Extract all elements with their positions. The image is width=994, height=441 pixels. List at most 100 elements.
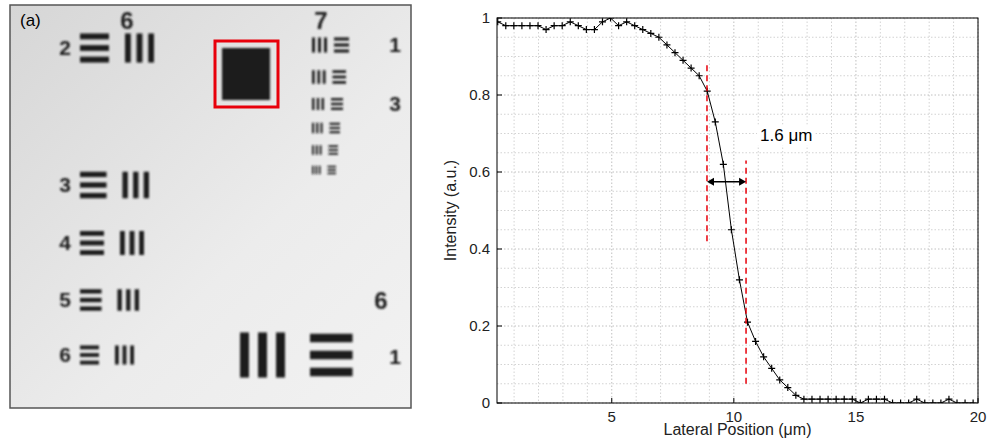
minor-grid-line: [562, 18, 563, 403]
plot-frame: [497, 18, 978, 403]
target-bar: [334, 38, 349, 41]
minor-grid-line: [497, 229, 978, 230]
minor-grid-line: [636, 18, 637, 403]
element-label: 4: [59, 231, 71, 254]
target-bar: [329, 149, 339, 151]
target-bar: [310, 351, 353, 360]
data-point: [497, 18, 501, 25]
target-bar: [130, 231, 135, 255]
target-bar: [331, 108, 343, 110]
target-bar: [133, 172, 138, 199]
target-bar: [80, 250, 104, 255]
x-axis-title: Lateral Position (μm): [664, 421, 812, 438]
target-bar: [330, 131, 341, 133]
data-point: [929, 400, 936, 404]
target-bar: [315, 166, 317, 175]
target-bar: [80, 231, 104, 236]
target-bar: [333, 70, 347, 73]
minor-grid-line: [497, 133, 978, 134]
grid-line: [497, 95, 978, 96]
arrow-head: [707, 178, 714, 186]
minor-grid-line: [497, 364, 978, 365]
data-point: [680, 57, 687, 64]
target-bar: [320, 123, 322, 134]
target-bar: [330, 127, 341, 129]
data-point: [510, 22, 517, 29]
group-label: 6: [374, 287, 387, 314]
grid-line: [733, 18, 734, 403]
data-point: [792, 392, 799, 399]
data-group: [497, 18, 977, 403]
element-label: 3: [59, 173, 71, 196]
data-point: [623, 18, 630, 25]
tick: [497, 249, 502, 250]
guide-line: [706, 64, 708, 241]
element-label: 1: [389, 345, 401, 368]
target-bars: [80, 34, 353, 378]
target-bar: [329, 153, 339, 155]
element-label: 2: [59, 36, 71, 59]
grid-line: [497, 326, 978, 327]
target-bar: [333, 76, 347, 79]
chart: 510152000.20.40.60.81Lateral Position (μ…: [442, 9, 986, 438]
target-bar: [276, 333, 285, 378]
target-bar: [130, 346, 134, 365]
data-point: [647, 30, 654, 37]
data-point: [583, 26, 590, 33]
minor-grid-line: [497, 56, 978, 57]
target-labels: 67623456131: [59, 7, 401, 368]
data-point: [784, 384, 791, 391]
target-bar: [80, 172, 107, 177]
data-point: [607, 18, 614, 22]
panel-label: (a): [20, 11, 41, 30]
tick: [497, 172, 502, 173]
data-point: [696, 72, 703, 79]
target-bar: [240, 333, 249, 378]
target-bar: [318, 38, 321, 53]
target-bar: [115, 346, 119, 365]
tick-label: 0.4: [469, 240, 490, 257]
element-label: 1: [389, 33, 401, 56]
target-bar: [312, 145, 314, 155]
grid-line: [611, 18, 612, 403]
minor-grid-line: [660, 18, 661, 403]
minor-grid-line: [807, 18, 808, 403]
data-point: [688, 65, 695, 72]
tick: [855, 398, 856, 403]
data-point: [921, 400, 928, 404]
data-point: [857, 400, 864, 404]
data-point: [671, 49, 678, 56]
minor-grid-line: [538, 18, 539, 403]
tick-label: 0.8: [469, 86, 490, 103]
data-point: [833, 396, 840, 403]
data-point: [841, 396, 848, 403]
data-point: [728, 226, 735, 233]
data-point: [744, 319, 751, 326]
tick-label: 0.2: [469, 317, 490, 334]
data-point: [567, 18, 574, 25]
target-bar: [317, 70, 320, 84]
target-bar: [80, 346, 99, 350]
data-point: [526, 22, 533, 29]
data-point: [825, 396, 832, 403]
grid-line: [497, 249, 978, 250]
target-bar: [329, 145, 339, 147]
target-bar: [80, 353, 99, 357]
data-point: [752, 338, 759, 345]
minor-grid-line: [497, 114, 978, 115]
target-bar: [316, 145, 318, 155]
target-bar: [310, 368, 353, 377]
target-bar: [80, 57, 109, 63]
target-bar: [80, 289, 102, 293]
data-point: [913, 396, 920, 403]
tick-label: 0: [482, 394, 490, 411]
data-line: [498, 18, 973, 403]
target-square: [222, 48, 270, 100]
target-bar: [135, 289, 139, 311]
label-bg: [757, 125, 815, 146]
target-bar: [139, 231, 144, 255]
grid-line: [497, 172, 978, 173]
data-point: [518, 22, 525, 29]
data-point: [639, 26, 646, 33]
data-point: [591, 26, 598, 33]
